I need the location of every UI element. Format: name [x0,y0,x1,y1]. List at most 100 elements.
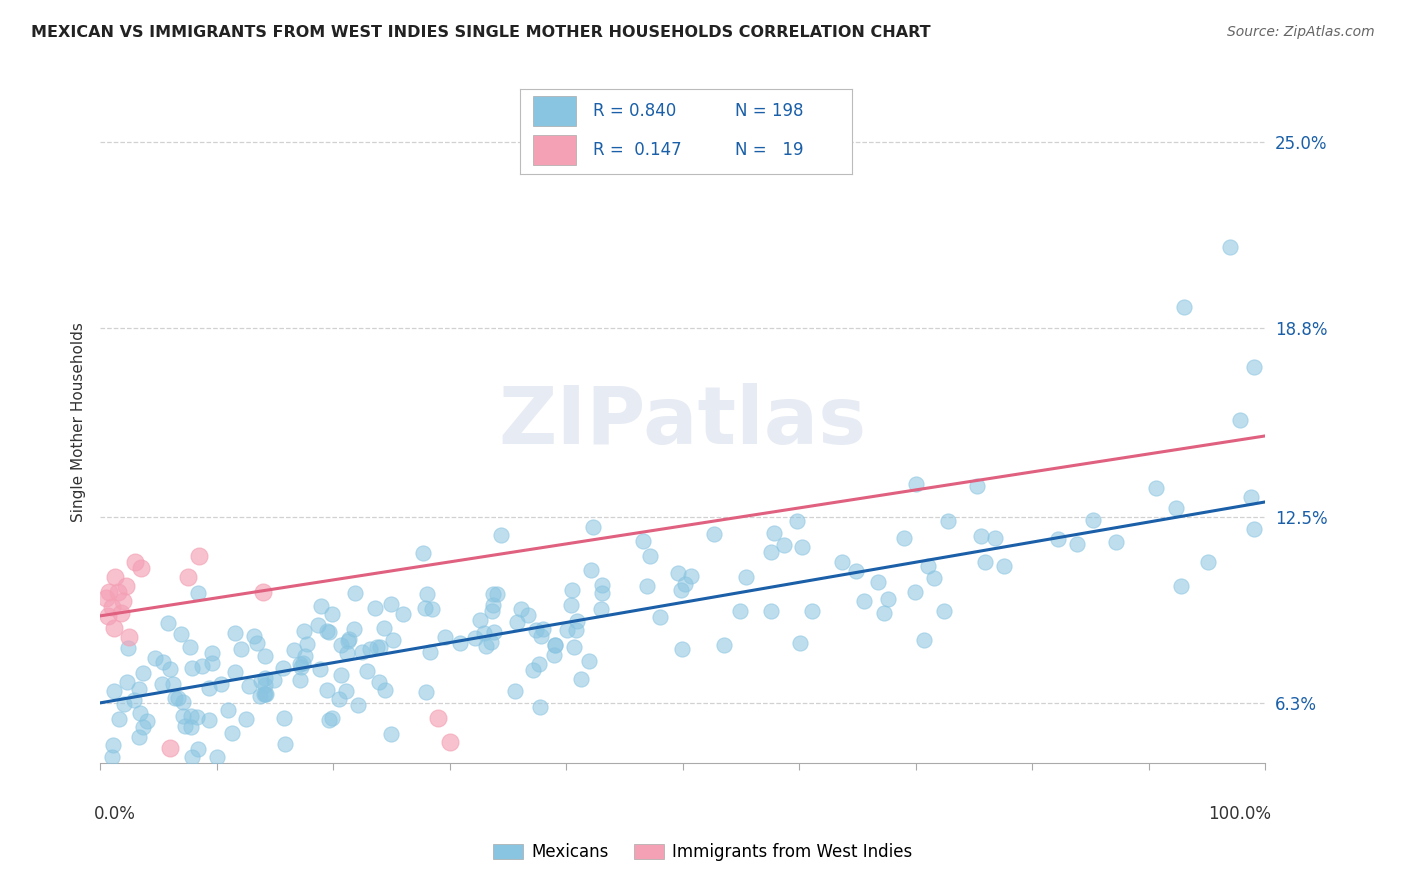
Point [318,624,340,639]
Point [101,599,124,614]
Point [156,615,179,630]
Point [274,738,297,752]
Point [335,683,357,698]
Point [673,576,696,591]
Point [118,630,141,644]
Text: MEXICAN VS IMMIGRANTS FROM WEST INDIES SINGLE MOTHER HOUSEHOLDS CORRELATION CHAR: MEXICAN VS IMMIGRANTS FROM WEST INDIES S… [31,25,931,40]
Point [347,698,370,712]
Point [129,561,152,575]
Point [506,615,529,630]
Point [555,624,578,638]
Point [713,638,735,652]
Point [530,628,553,642]
Point [970,529,993,543]
Point [1046,532,1069,546]
Point [117,641,139,656]
Point [343,586,366,600]
Point [321,607,343,622]
Point [1083,513,1105,527]
Point [876,591,898,606]
Point [359,641,381,656]
Point [188,549,211,563]
Point [224,625,246,640]
Point [449,636,471,650]
Point [98,585,121,599]
Point [198,681,221,695]
Point [427,711,450,725]
Point [391,607,413,621]
Point [415,684,437,698]
Point [186,710,208,724]
Text: 0.0%: 0.0% [94,805,136,823]
Point [759,604,782,618]
Text: ZIPatlas: ZIPatlas [499,384,868,461]
Point [330,668,353,682]
Point [544,638,567,652]
Point [217,703,239,717]
Point [527,657,550,671]
Point [152,655,174,669]
Point [249,674,271,689]
Point [413,601,436,615]
Point [470,613,492,627]
Point [866,575,889,590]
Point [382,632,405,647]
Point [1229,413,1251,427]
Point [131,720,153,734]
Point [567,614,589,628]
Point [246,635,269,649]
Point [464,631,486,645]
Point [101,750,124,764]
Point [107,585,129,599]
Point [337,632,360,646]
Point [191,658,214,673]
Point [1066,536,1088,550]
Point [165,691,187,706]
Point [162,676,184,690]
Point [180,661,202,675]
Point [368,675,391,690]
Point [578,654,600,668]
Point [560,598,582,612]
Point [522,663,544,677]
Point [318,714,340,728]
Point [564,640,586,654]
Point [481,604,503,618]
Point [482,587,505,601]
Point [922,571,945,585]
Point [129,706,152,721]
Point [337,633,360,648]
Point [366,640,388,654]
Point [180,709,202,723]
Point [159,740,181,755]
Point [94,591,117,605]
Point [352,645,374,659]
Point [904,585,927,599]
Point [1219,240,1241,254]
Point [759,545,782,559]
Point [368,640,391,654]
Point [315,624,337,639]
Point [419,645,441,659]
Point [669,582,692,597]
Point [475,639,498,653]
Point [198,714,221,728]
Point [1170,579,1192,593]
Point [773,538,796,552]
Point [356,664,378,678]
Point [412,546,434,560]
Point [321,711,343,725]
Point [112,697,135,711]
Point [238,679,260,693]
Point [104,570,127,584]
Legend: Mexicans, Immigrants from West Indies: Mexicans, Immigrants from West Indies [486,837,920,868]
Point [180,720,202,734]
Point [728,604,751,618]
Point [932,604,955,618]
Point [703,527,725,541]
Point [374,683,396,698]
Point [243,629,266,643]
Point [336,646,359,660]
Point [283,642,305,657]
Point [380,727,402,741]
